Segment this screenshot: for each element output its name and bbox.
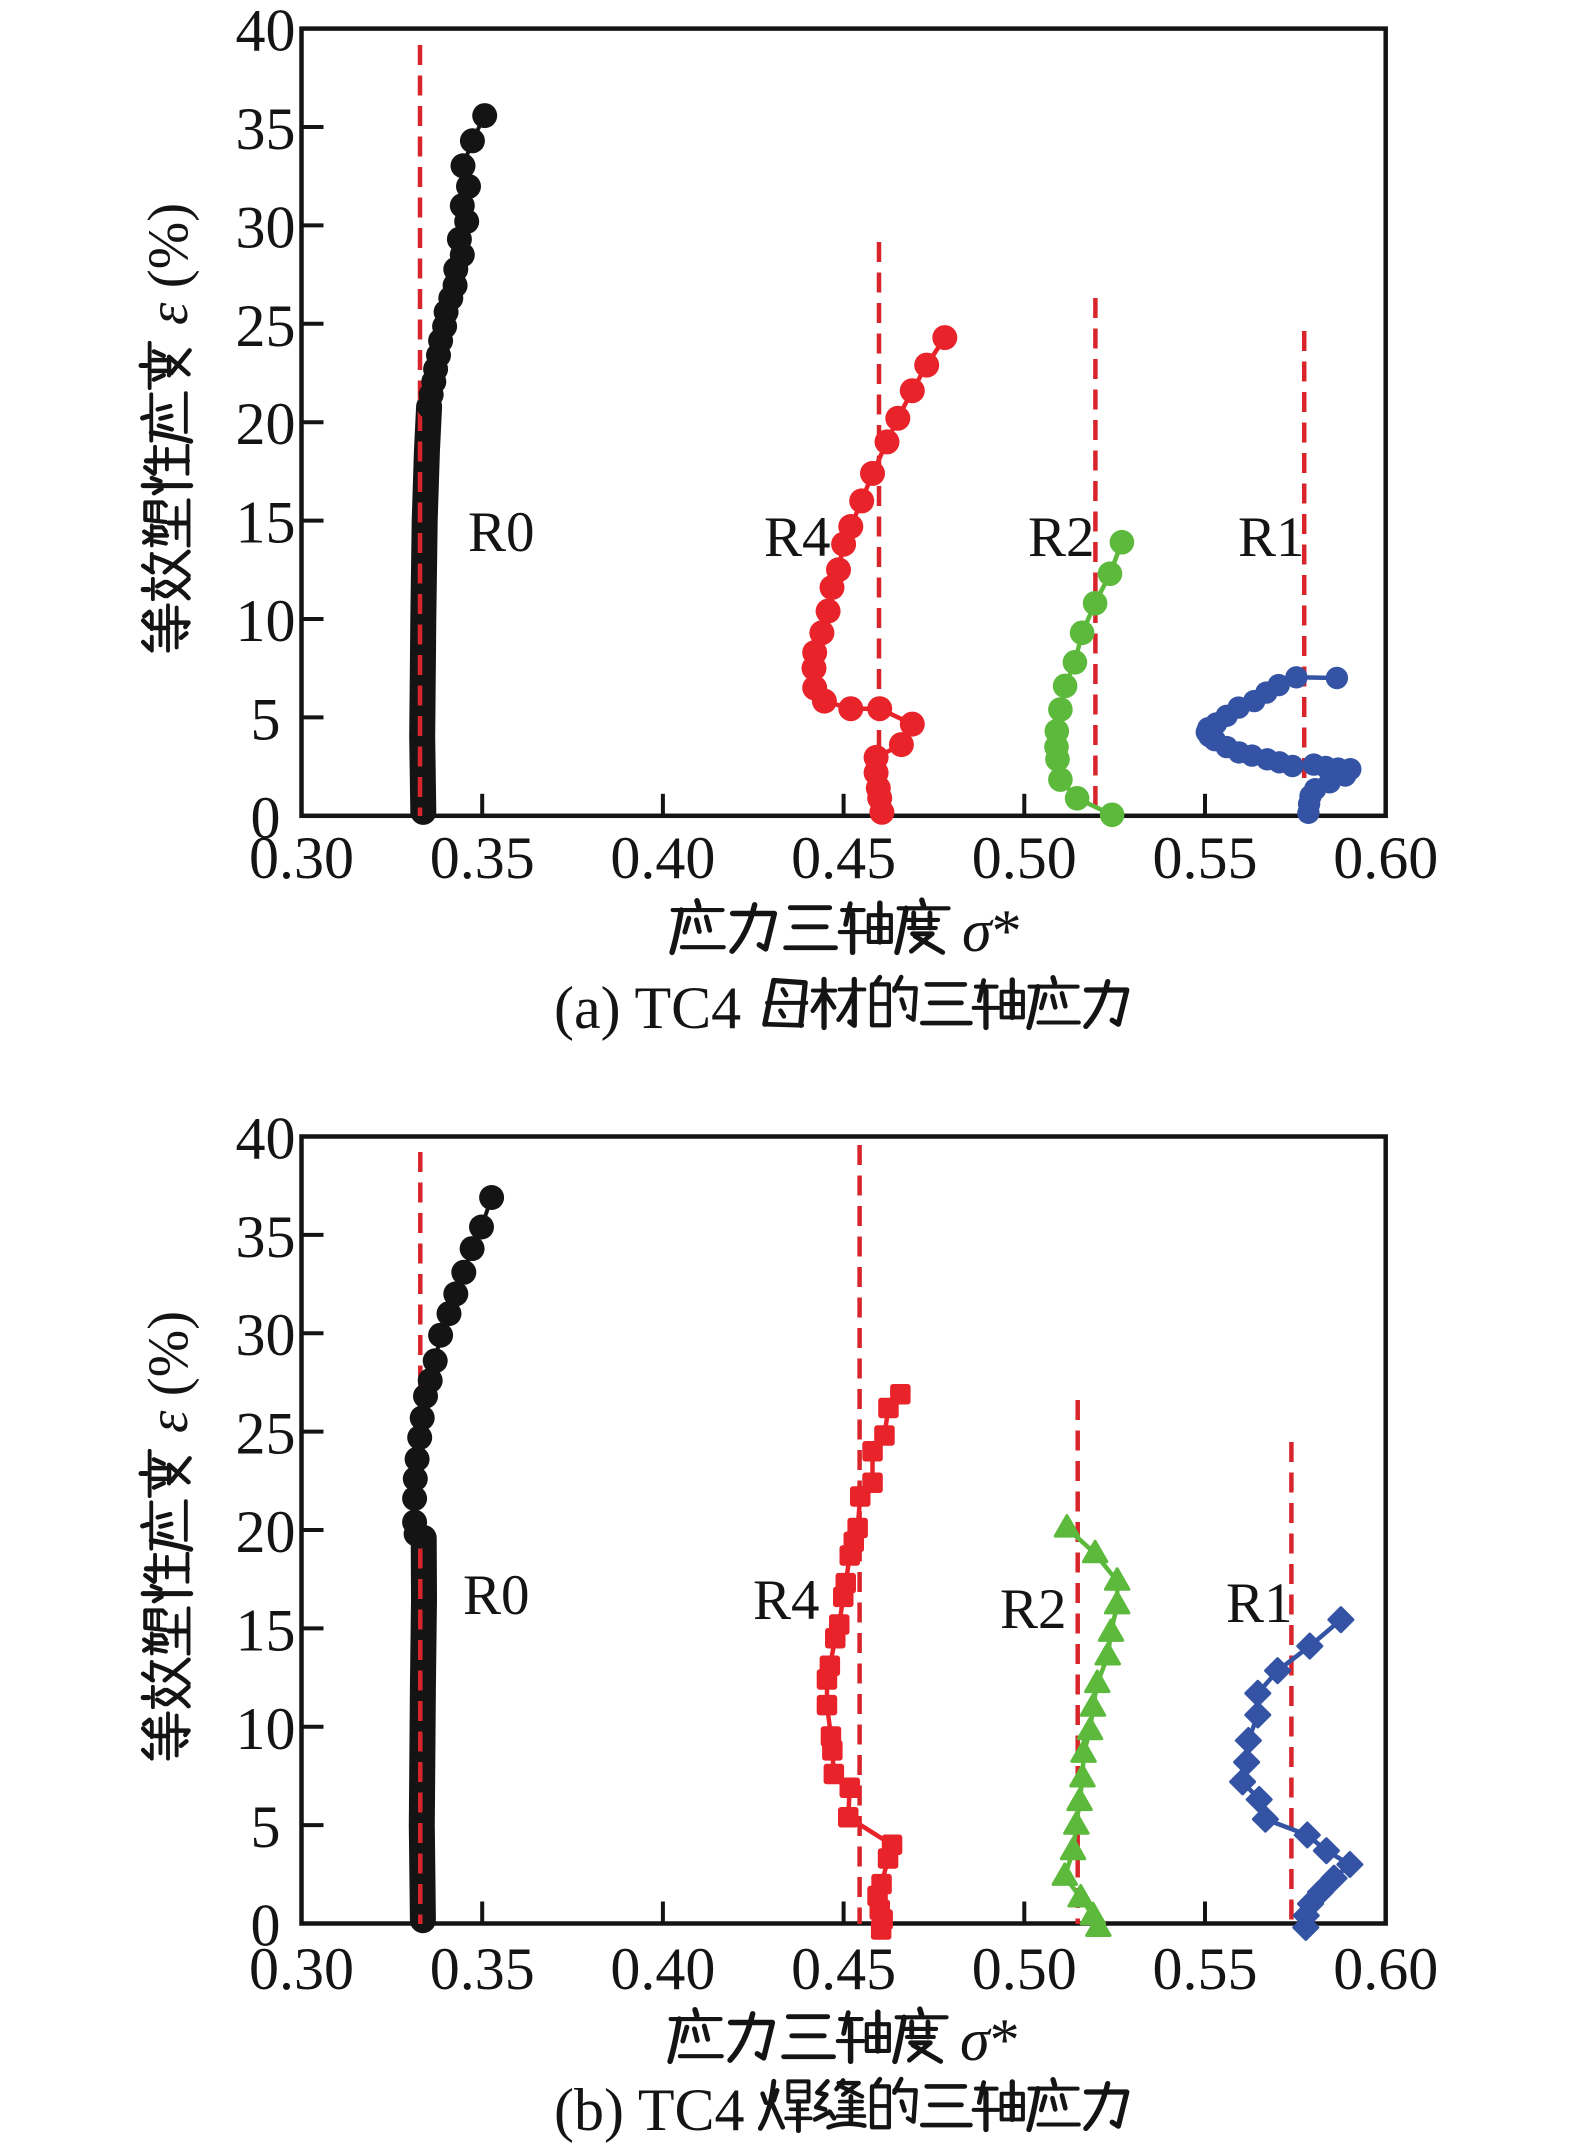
- svg-text:R1: R1: [1238, 506, 1305, 569]
- svg-text:0.60: 0.60: [1333, 1936, 1438, 2002]
- svg-text:R2: R2: [1000, 1578, 1067, 1641]
- svg-text:0.55: 0.55: [1153, 825, 1258, 891]
- svg-text:R2: R2: [1028, 506, 1095, 569]
- svg-text:R4: R4: [764, 506, 831, 569]
- svg-text:R1: R1: [1226, 1572, 1293, 1635]
- svg-text:30: 30: [236, 194, 296, 260]
- svg-text:35: 35: [236, 96, 296, 162]
- svg-text:0: 0: [251, 1893, 281, 1959]
- svg-text:40: 40: [236, 1106, 296, 1172]
- svg-text:5: 5: [251, 1794, 281, 1860]
- svg-text:0.40: 0.40: [610, 825, 715, 891]
- svg-text:0.35: 0.35: [430, 1936, 535, 2002]
- svg-text:20: 20: [236, 391, 296, 457]
- svg-text:5: 5: [251, 686, 281, 752]
- svg-text:0.50: 0.50: [972, 825, 1077, 891]
- svg-text:0.30: 0.30: [249, 825, 354, 891]
- svg-text:0.55: 0.55: [1153, 1936, 1258, 2002]
- svg-text:0.50: 0.50: [972, 1936, 1077, 2002]
- svg-text:20: 20: [236, 1499, 296, 1565]
- svg-text:(a) TC4: (a) TC4: [554, 975, 741, 1041]
- svg-text:40: 40: [236, 0, 296, 64]
- svg-text:R0: R0: [463, 1564, 530, 1627]
- svg-text:15: 15: [236, 1597, 296, 1663]
- svg-text:0.35: 0.35: [430, 825, 535, 891]
- svg-text:0.45: 0.45: [791, 825, 896, 891]
- svg-text:0.40: 0.40: [610, 1936, 715, 2002]
- svg-text:R0: R0: [468, 501, 535, 564]
- svg-text:10: 10: [236, 1696, 296, 1762]
- svg-text:25: 25: [236, 293, 296, 359]
- svg-text:30: 30: [236, 1302, 296, 1368]
- svg-text:ε (%): ε (%): [137, 1311, 200, 1433]
- svg-text:R4: R4: [753, 1569, 820, 1632]
- svg-text:0.60: 0.60: [1333, 825, 1438, 891]
- svg-text:(b) TC4: (b) TC4: [554, 2077, 745, 2143]
- svg-text:σ*: σ*: [962, 898, 1022, 964]
- svg-text:0.45: 0.45: [791, 1936, 896, 2002]
- svg-text:0: 0: [251, 785, 281, 851]
- svg-text:ε (%): ε (%): [137, 203, 200, 325]
- svg-text:σ*: σ*: [960, 2007, 1020, 2073]
- svg-text:15: 15: [236, 490, 296, 556]
- svg-text:35: 35: [236, 1204, 296, 1270]
- svg-text:25: 25: [236, 1401, 296, 1467]
- svg-text:0.30: 0.30: [249, 1936, 354, 2002]
- svg-text:10: 10: [236, 588, 296, 654]
